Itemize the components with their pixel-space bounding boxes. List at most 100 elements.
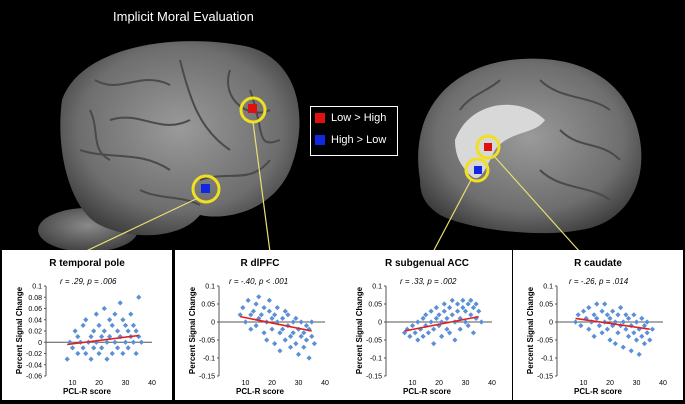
y-tick-label: 0.05 <box>201 302 215 309</box>
activation-dlpfc <box>248 104 257 113</box>
scatter-panel-temporal-pole: R temporal pole r = .29, p = .006 -0.06-… <box>2 250 172 400</box>
x-tick-label: 20 <box>268 380 276 387</box>
legend-item-low-high: Low > High <box>315 107 397 129</box>
data-point <box>604 326 610 332</box>
panel-stats: r = .29, p = .006 <box>60 277 117 286</box>
data-point <box>303 323 310 329</box>
data-point <box>476 308 482 314</box>
data-point <box>91 345 97 351</box>
data-point <box>295 351 302 357</box>
data-point <box>107 317 113 323</box>
data-point <box>441 308 447 314</box>
y-tick-label: -0.05 <box>537 338 553 345</box>
data-point <box>449 312 455 318</box>
data-point <box>250 308 257 314</box>
y-tick-label: 0.05 <box>539 302 553 309</box>
data-point <box>91 328 97 334</box>
circle-temporal-pole <box>191 174 221 204</box>
y-tick-label: -0.1 <box>541 356 553 363</box>
data-point <box>125 328 131 334</box>
data-point <box>457 326 463 332</box>
data-point <box>93 311 99 317</box>
medial-brain-view <box>418 58 642 234</box>
trend-line <box>404 315 479 332</box>
y-tick-label: -0.05 <box>366 338 382 345</box>
x-tick-label: 40 <box>488 380 496 387</box>
legend-item-high-low: High > Low <box>315 129 397 151</box>
data-point <box>596 323 602 329</box>
y-tick-label: 0 <box>549 320 553 327</box>
x-axis-label: PCL-R score <box>62 387 111 396</box>
data-point <box>282 337 288 343</box>
y-tick-label: 0.1 <box>543 284 553 291</box>
data-point <box>465 323 471 329</box>
lateral-brain-view <box>38 41 300 252</box>
scatter-panel-dlpfc: R dlPFC r = -.40, p < .001 -0.15 -0.1 -0.0… <box>175 250 345 400</box>
data-point <box>277 348 283 354</box>
data-point <box>264 337 270 343</box>
data-point <box>454 301 461 307</box>
x-tick-label: 10 <box>242 380 250 387</box>
x-tick-label: 20 <box>606 380 614 387</box>
data-point <box>99 334 105 340</box>
scatter-plot: -0.15 -0.1 -0.05 0 0.05 0.1 10 20 30 40 <box>537 284 667 388</box>
data-point <box>309 319 315 325</box>
scatter-plot: -0.06 -0.04 -0.02 0 0.02 0.04 0.06 0.08 0.1 10 20 3… <box>26 284 156 388</box>
y-tick-label: 0.06 <box>28 306 42 313</box>
data-point <box>439 333 445 339</box>
panel-stats: r = -.26, p = .014 <box>569 277 629 286</box>
data-point <box>415 337 421 343</box>
data-point <box>433 315 439 321</box>
connector-lines <box>83 121 581 253</box>
data-point <box>633 319 640 325</box>
data-point <box>301 330 307 336</box>
y-tick-label: 0 <box>378 320 382 327</box>
scatter-panel-caudate: R caudate r = -.26, p = .014 -0.15 -0.1 -0… <box>513 250 683 400</box>
data-point <box>256 294 262 300</box>
data-point <box>420 333 426 339</box>
data-point <box>644 319 650 325</box>
x-tick-label: 20 <box>435 380 443 387</box>
y-axis-label: Percent Signal Change <box>355 286 365 375</box>
data-point <box>272 312 278 318</box>
data-point <box>112 339 118 345</box>
x-tick-label: 20 <box>95 380 103 387</box>
panel-stats: r = -.40, p < .001 <box>229 277 289 286</box>
data-point <box>575 312 581 318</box>
data-point <box>452 337 458 343</box>
data-point <box>591 333 597 339</box>
activation-temporal-pole <box>201 184 210 193</box>
data-point <box>447 330 453 336</box>
data-point <box>277 330 283 336</box>
data-point <box>109 350 115 357</box>
data-point <box>88 334 94 340</box>
data-point <box>631 330 637 336</box>
data-point <box>649 326 655 332</box>
data-point <box>287 333 294 339</box>
x-tick-label: 10 <box>580 380 588 387</box>
data-point <box>618 305 624 311</box>
data-point <box>290 319 296 325</box>
trend-line <box>67 334 139 346</box>
y-axis-label: Percent Signal Change <box>526 286 536 375</box>
data-point <box>591 312 597 318</box>
panel-title: R caudate <box>574 258 622 269</box>
data-point <box>298 319 304 325</box>
data-point <box>623 326 629 332</box>
data-point <box>473 301 479 307</box>
x-tick-label: 30 <box>462 380 470 387</box>
data-point <box>261 305 267 311</box>
data-point <box>594 301 600 307</box>
data-point <box>462 319 469 325</box>
circle-subgenual-acc <box>464 157 490 183</box>
data-point <box>578 323 584 329</box>
sulci-right <box>459 79 621 201</box>
data-point <box>266 297 272 303</box>
data-point <box>83 350 89 357</box>
x-tick-label: 30 <box>122 380 130 387</box>
data-point <box>114 328 121 334</box>
data-point <box>99 345 105 351</box>
x-tick-label: 30 <box>633 380 641 387</box>
legend-swatch-red <box>315 113 325 123</box>
data-point <box>623 312 629 318</box>
